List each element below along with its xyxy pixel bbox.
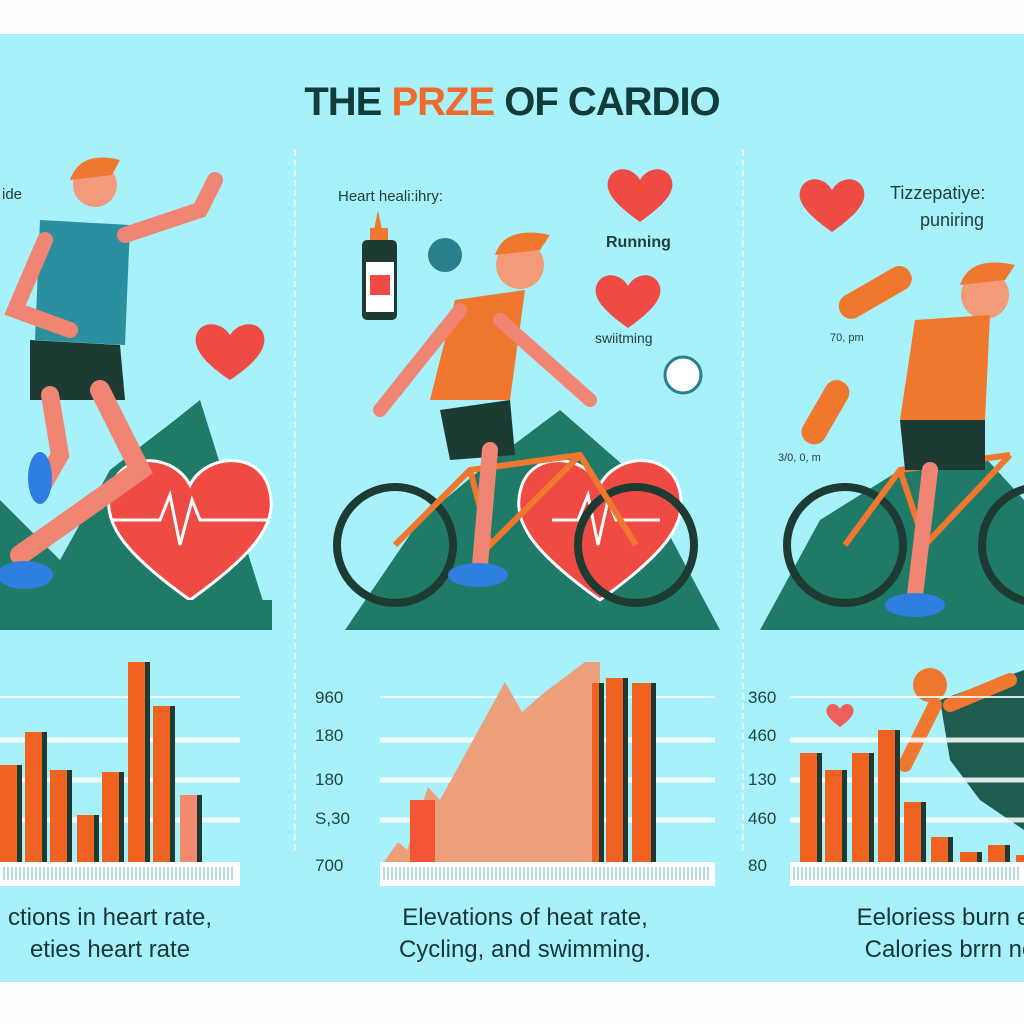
bar xyxy=(904,802,926,862)
heart-icon xyxy=(799,179,865,232)
panel-2-caption: Elevations of heat rate, Cycling, and swi… xyxy=(398,904,652,963)
panel-3-sublabel: puniring xyxy=(920,210,985,230)
bar-shadow xyxy=(67,770,72,862)
bar-shadow xyxy=(921,802,926,862)
bar xyxy=(1016,855,1024,862)
heart-icon xyxy=(607,169,673,222)
panel-1-caption: ctions in heart rate, eties heart rate xyxy=(7,904,213,963)
y-tick: 130 xyxy=(748,770,777,789)
bar-shadow xyxy=(651,683,656,862)
y-tick: 180 xyxy=(315,770,344,789)
pill-icon xyxy=(838,266,912,319)
heart-icon xyxy=(107,459,273,602)
swimming-label: swiitming xyxy=(595,330,653,346)
pill-icon xyxy=(801,380,850,445)
bar xyxy=(0,765,22,862)
panel-1-label: ide xyxy=(2,186,23,203)
cyclist-illustration xyxy=(333,451,1024,607)
bar xyxy=(960,852,982,862)
bar xyxy=(77,815,99,862)
bar xyxy=(25,732,47,862)
bar-shadow xyxy=(1005,845,1010,862)
bar xyxy=(825,770,847,862)
bar xyxy=(180,795,202,862)
bar-shadow xyxy=(977,852,982,862)
sprinter-illustration xyxy=(898,668,1024,830)
medicine-bottle-icon xyxy=(362,210,397,320)
y-tick: 80 xyxy=(748,856,767,875)
bar-shadow xyxy=(197,795,202,862)
bar-shadow xyxy=(895,730,900,862)
bar-shadow xyxy=(170,706,175,862)
bar-shadow xyxy=(42,732,47,862)
bar-shadow xyxy=(17,765,22,862)
y-tick: 960 xyxy=(315,688,344,707)
pill-icon xyxy=(428,238,462,272)
bar-shadow xyxy=(599,683,604,862)
panel-3-caption: Eeloriess burn edCalories brrn ne xyxy=(856,904,1024,963)
small-label: 70, pm xyxy=(830,332,864,344)
page-title: THE PRZE OF CARDIO xyxy=(304,80,720,124)
bar-shadow xyxy=(119,772,124,862)
bar-shadow xyxy=(145,662,150,862)
bar xyxy=(102,772,124,862)
y-tick: 700 xyxy=(315,856,344,875)
small-label: 3/0, 0, m xyxy=(778,452,821,464)
bar xyxy=(931,837,953,862)
y-tick: 360 xyxy=(748,688,777,707)
y-tick: 460 xyxy=(748,809,777,828)
heart-icon xyxy=(595,275,661,328)
ground-strip xyxy=(0,600,272,630)
running-label: Running xyxy=(606,234,671,251)
y-tick: S,30 xyxy=(315,809,350,828)
panel-2-label: Heart heali:ihry: xyxy=(338,188,444,205)
panel-3-label: Tizzepatiye: xyxy=(890,183,986,203)
bar xyxy=(988,845,1010,862)
bar-shadow xyxy=(94,815,99,862)
cyclist-rider xyxy=(373,232,1015,617)
bar-shadow xyxy=(623,678,628,862)
bar xyxy=(410,800,435,862)
bar xyxy=(153,706,175,862)
bar xyxy=(800,753,822,862)
bar-shadow xyxy=(869,753,874,862)
bar xyxy=(606,678,628,862)
bar-shadow xyxy=(817,753,822,862)
runner-illustration xyxy=(0,157,223,589)
area-series xyxy=(384,662,600,862)
x-axis xyxy=(790,862,1024,886)
panel-divider xyxy=(742,150,744,850)
bar xyxy=(878,730,900,862)
bar-shadow xyxy=(842,770,847,862)
heart-icon xyxy=(826,703,854,727)
panel-divider xyxy=(294,150,296,850)
y-tick: 460 xyxy=(748,726,777,745)
heart-icon xyxy=(195,324,265,380)
bar xyxy=(50,770,72,862)
y-tick: 180 xyxy=(315,726,344,745)
mountain xyxy=(760,430,1024,630)
bar xyxy=(852,753,874,862)
bar xyxy=(128,662,150,862)
bar-shadow xyxy=(948,837,953,862)
pill-icon xyxy=(663,355,703,395)
